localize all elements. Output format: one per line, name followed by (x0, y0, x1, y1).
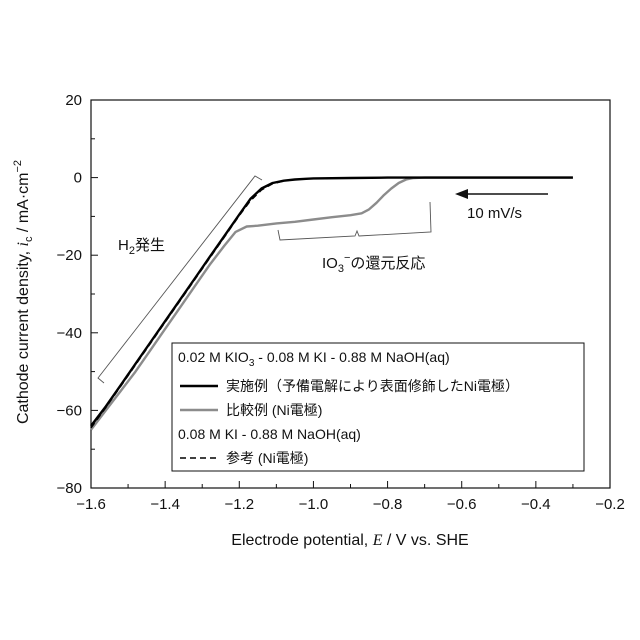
x-tick-label: −1.4 (150, 496, 180, 513)
x-tick-label: −1.6 (76, 496, 106, 513)
y-tick-label: −80 (57, 480, 82, 497)
scan-rate-label: 10 mV/s (467, 205, 522, 222)
legend-entry-1: 実施例（予備電解により表面修飾したNi電極） (226, 378, 519, 394)
y-tick-label: −40 (57, 325, 82, 342)
legend-entry-3: 参考 (Ni電極) (226, 450, 308, 466)
x-axis-label: Electrode potential, E / V vs. SHE (231, 532, 468, 549)
legend: 0.02 M KIO3 - 0.08 M KI - 0.88 M NaOH(aq… (172, 343, 584, 471)
x-tick-label: −1.0 (299, 496, 329, 513)
x-tick-label: −0.8 (373, 496, 403, 513)
io3-label: IO3−の還元反応 (322, 252, 425, 275)
y-tick-label: −60 (57, 402, 82, 419)
y-tick-label: 0 (74, 170, 82, 187)
y-tick-label: 20 (65, 92, 82, 109)
legend-entry-2: 比較例 (Ni電極) (226, 402, 322, 418)
x-tick-label: −1.2 (224, 496, 254, 513)
y-tick-label: −20 (57, 247, 82, 264)
scan-arrow-head (455, 189, 468, 199)
h2-label: H2発生 (118, 237, 165, 257)
x-tick-label: −0.6 (447, 496, 477, 513)
x-tick-label: −0.2 (595, 496, 625, 513)
y-axis-label: Cathode current density, ic / mA·cm−2 (12, 160, 35, 424)
legend-heading-2: 0.08 M KI - 0.88 M NaOH(aq) (178, 426, 361, 442)
x-tick-label: −0.4 (521, 496, 551, 513)
